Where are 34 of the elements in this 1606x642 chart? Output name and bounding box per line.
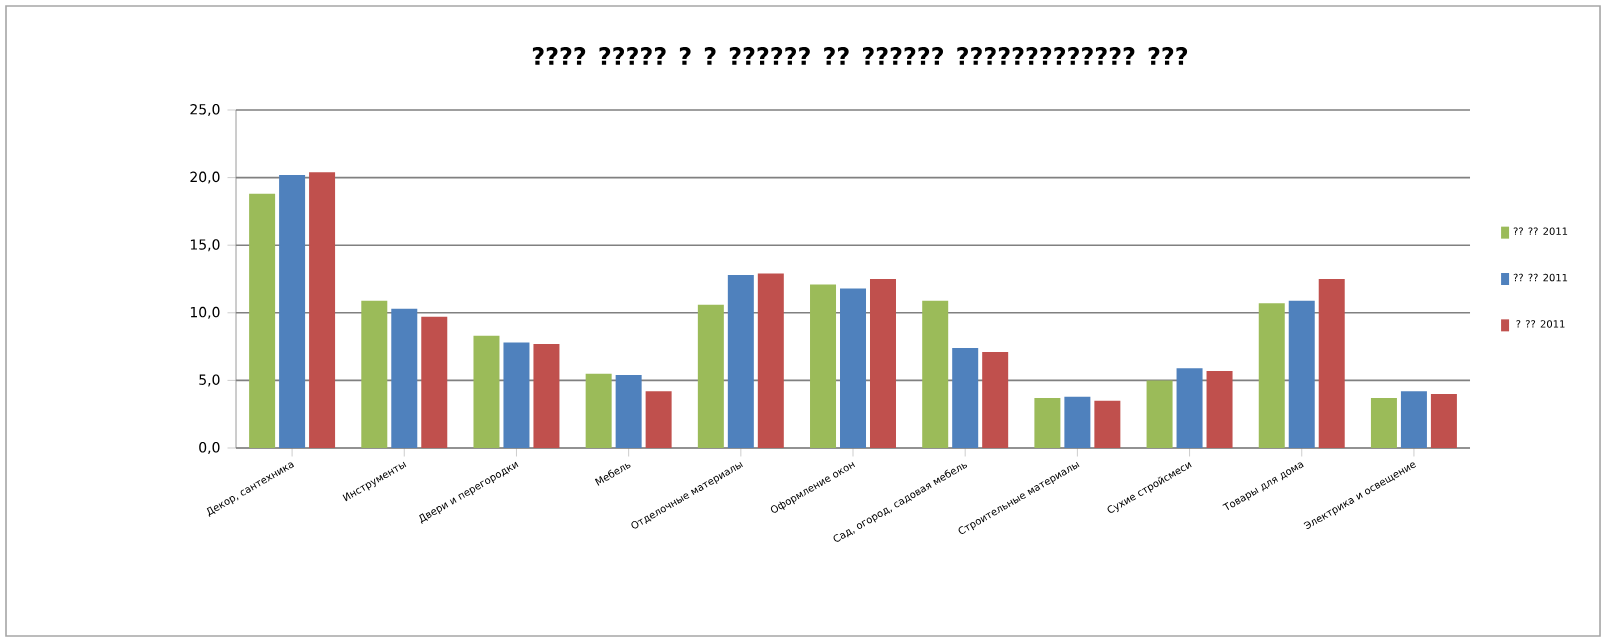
bar	[869, 279, 896, 448]
bar	[757, 273, 784, 448]
bar	[1094, 400, 1121, 448]
bar	[982, 352, 1009, 448]
bar	[1430, 393, 1457, 448]
bar	[1318, 279, 1345, 448]
bar	[1258, 303, 1285, 448]
bar	[697, 304, 724, 448]
bar	[1400, 391, 1427, 448]
bar	[279, 174, 306, 448]
bar	[1034, 397, 1061, 448]
bar	[615, 374, 642, 448]
bar	[1146, 380, 1173, 448]
chart-title: ???? ????? ? ? ?????? ?? ?????? ????????????? ???	[532, 47, 1188, 65]
bar	[361, 300, 388, 448]
bar	[249, 193, 276, 448]
bar	[473, 335, 500, 448]
bar	[1206, 370, 1233, 448]
bar	[810, 284, 837, 448]
bar	[503, 342, 530, 448]
bar	[1288, 300, 1315, 448]
bar	[421, 316, 448, 448]
bar	[533, 343, 560, 448]
bar	[309, 172, 336, 448]
bar	[727, 274, 754, 448]
bar	[585, 373, 612, 448]
bar	[645, 391, 672, 448]
bar	[952, 347, 979, 448]
bar	[922, 300, 949, 448]
bar	[1370, 397, 1397, 448]
bar	[840, 288, 867, 448]
bar	[391, 308, 418, 448]
bar	[1176, 368, 1203, 448]
bar	[1064, 396, 1091, 448]
